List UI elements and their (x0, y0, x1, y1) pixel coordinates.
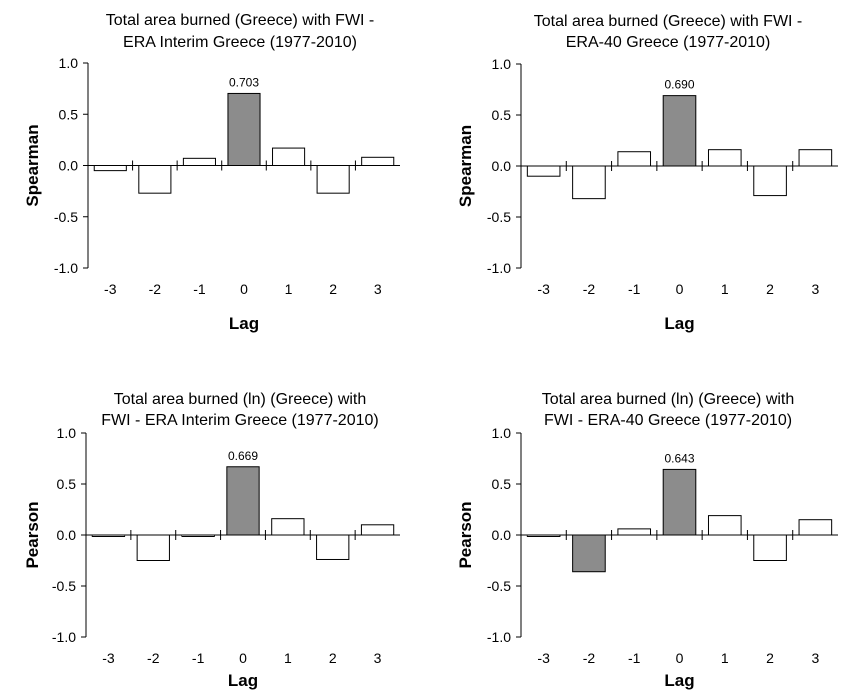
y-tick-label: -0.5 (487, 578, 511, 594)
y-tick-label: -0.5 (487, 209, 511, 225)
y-tick-label: 1.0 (492, 425, 512, 441)
bar (361, 156, 395, 167)
bar (136, 534, 170, 561)
data-label: 0.690 (664, 78, 694, 92)
x-tick-label: 1 (721, 650, 729, 666)
bar (93, 165, 127, 172)
bar (526, 165, 561, 177)
x-tick-label: 2 (329, 281, 337, 297)
chart-title: Total area burned (ln) (Greece) with (542, 391, 795, 408)
chart-title: ERA-40 Greece (1977-2010) (566, 34, 771, 51)
bar (662, 95, 697, 167)
y-tick-label: 1.0 (492, 56, 512, 72)
bar (226, 466, 260, 536)
x-tick-label: 1 (284, 650, 292, 666)
chart-panel: Total area burned (Greece) with FWI - ERA… (23, 12, 400, 333)
bar (707, 515, 742, 536)
y-tick-label: -0.5 (52, 578, 76, 594)
bar (798, 519, 833, 536)
y-axis-label: Pearson (456, 501, 475, 568)
y-axis-label: Spearman (23, 124, 42, 206)
chart-panel: Total area burned (ln) (Greece) with FWI … (456, 391, 838, 690)
chart-title: Total area burned (Greece) with FWI - (106, 12, 375, 29)
x-tick-label: -3 (102, 650, 115, 666)
y-tick-label: -0.5 (54, 209, 78, 225)
y-tick-label: -1.0 (487, 629, 511, 645)
y-tick-label: 0.5 (59, 106, 79, 122)
x-tick-label: -1 (192, 650, 205, 666)
bar (753, 165, 787, 197)
x-axis-label: Lag (664, 314, 694, 333)
y-axis-label: Spearman (456, 125, 475, 207)
y-tick-label: -1.0 (487, 260, 511, 276)
y-tick-label: 0.0 (492, 527, 512, 543)
bar (138, 165, 172, 194)
chart-title: FWI - ERA Interim Greece (1977-2010) (101, 412, 378, 429)
x-tick-label: -3 (104, 281, 117, 297)
x-tick-label: 2 (329, 650, 337, 666)
bar (316, 534, 350, 560)
y-tick-label: 0.5 (492, 107, 512, 123)
bar (662, 468, 697, 536)
y-tick-label: 1.0 (57, 425, 77, 441)
x-tick-label: -1 (193, 281, 206, 297)
y-tick-label: 0.0 (492, 158, 512, 174)
y-tick-label: 1.0 (59, 55, 79, 71)
x-tick-label: -1 (628, 650, 641, 666)
data-label: 0.669 (228, 449, 258, 463)
x-tick-label: 1 (721, 281, 729, 297)
x-axis-label: Lag (229, 314, 259, 333)
y-tick-label: -1.0 (52, 629, 76, 645)
bar (360, 524, 395, 536)
bar (182, 157, 216, 166)
chart-panel: Total area burned (ln) (Greece) with FWI … (23, 391, 400, 690)
bar (271, 518, 305, 536)
chart-title: FWI - ERA-40 Greece (1977-2010) (544, 412, 792, 429)
chart-title: Total area burned (ln) (Greece) with (114, 391, 367, 408)
y-tick-label: 0.5 (492, 476, 512, 492)
bar (316, 165, 350, 194)
x-tick-label: 2 (766, 281, 774, 297)
bar (707, 149, 742, 167)
y-tick-label: 0.0 (57, 527, 77, 543)
x-tick-label: 0 (676, 650, 684, 666)
bar (617, 528, 652, 536)
bar (617, 151, 652, 167)
y-axis-label: Pearson (23, 501, 42, 568)
x-tick-label: 3 (374, 650, 382, 666)
bar (753, 534, 787, 561)
y-tick-label: 0.5 (57, 476, 77, 492)
data-label: 0.703 (229, 75, 259, 89)
x-tick-label: 2 (766, 650, 774, 666)
y-tick-label: -1.0 (54, 260, 78, 276)
x-tick-label: -1 (628, 281, 641, 297)
data-label: 0.643 (664, 451, 694, 465)
x-tick-label: 3 (811, 650, 819, 666)
x-tick-label: 0 (240, 281, 248, 297)
x-axis-label: Lag (228, 671, 258, 690)
x-tick-label: -2 (583, 650, 596, 666)
x-tick-label: 0 (239, 650, 247, 666)
x-tick-label: -2 (149, 281, 162, 297)
x-tick-label: 3 (811, 281, 819, 297)
x-axis-label: Lag (664, 671, 694, 690)
chart-panel: Total area burned (Greece) with FWI - ERA… (456, 13, 838, 333)
x-tick-label: -2 (583, 281, 596, 297)
y-tick-label: 0.0 (59, 158, 79, 174)
bar (572, 534, 606, 573)
bar (572, 165, 606, 200)
chart-title: Total area burned (Greece) with FWI - (534, 13, 803, 30)
bar (227, 92, 261, 166)
x-tick-label: 3 (374, 281, 382, 297)
x-tick-label: -2 (147, 650, 160, 666)
x-tick-label: -3 (537, 281, 550, 297)
x-tick-label: 0 (676, 281, 684, 297)
chart-title: ERA Interim Greece (1977-2010) (123, 34, 357, 51)
x-tick-label: -3 (537, 650, 550, 666)
bar (272, 147, 306, 166)
bar (798, 149, 833, 167)
x-tick-label: 1 (285, 281, 293, 297)
